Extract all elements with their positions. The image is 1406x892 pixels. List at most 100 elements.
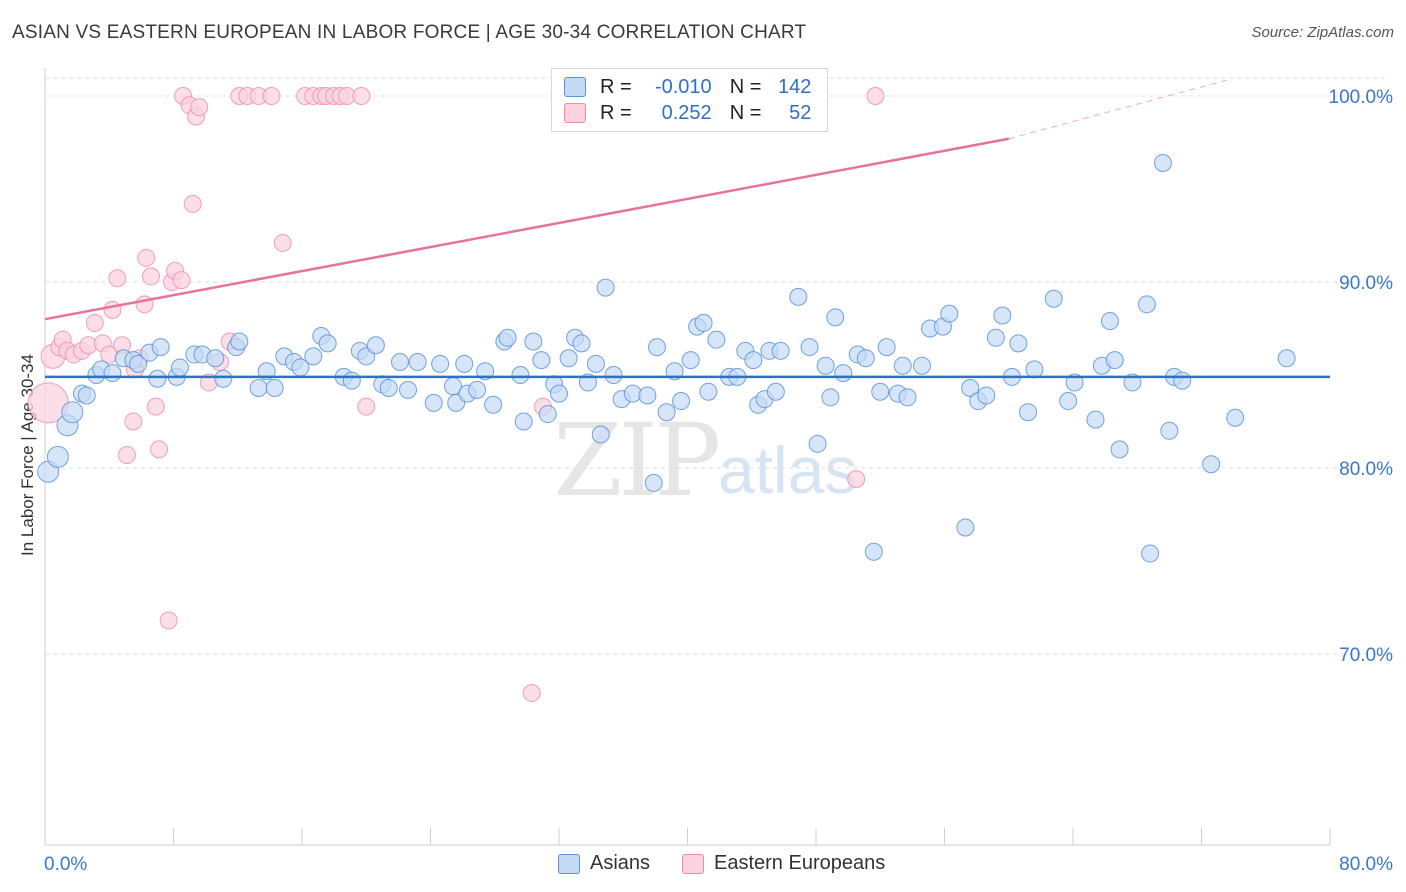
asian-point xyxy=(318,334,337,353)
asian-point xyxy=(484,395,503,414)
n-value: 52 xyxy=(789,101,812,124)
asian-point xyxy=(206,349,225,368)
asian-point xyxy=(578,373,597,392)
asian-point xyxy=(1100,312,1119,331)
asian-point xyxy=(1153,153,1172,172)
eastern-trend-line xyxy=(44,137,1009,321)
asian-point xyxy=(1044,289,1063,308)
asian-point xyxy=(61,401,84,424)
asian-point xyxy=(214,369,233,388)
legend-row-eastern-europeans: R = 0.252 N = 52 xyxy=(564,100,811,126)
eastern-european-point xyxy=(190,98,209,117)
asian-point xyxy=(826,308,845,327)
asian-point xyxy=(898,388,917,407)
asian-point xyxy=(1173,371,1192,390)
asian-point xyxy=(977,386,996,405)
asian-point xyxy=(647,338,666,357)
r-value: -0.010 xyxy=(654,75,712,98)
asian-point xyxy=(366,336,385,355)
x-tick-label-right: 80.0% xyxy=(1339,854,1393,875)
asian-point xyxy=(532,351,551,370)
correlation-legend: R = -0.010 N = 142 R = 0.252 N = 52 xyxy=(551,68,828,132)
eastern-europeans-swatch xyxy=(682,853,704,874)
source-credit[interactable]: Source: ZipAtlas.com xyxy=(1251,24,1394,41)
asian-point xyxy=(559,349,578,368)
asian-point xyxy=(129,354,148,373)
asian-point xyxy=(808,434,827,453)
tick-labels: 70.0% 80.0% 90.0% 100.0% 0.0% 80.0% xyxy=(44,87,1393,875)
asian-point xyxy=(1202,455,1221,474)
asian-point xyxy=(1141,544,1160,563)
asian-point xyxy=(342,371,361,390)
y-tick-label: 100.0% xyxy=(1329,87,1394,108)
y-tick-label: 90.0% xyxy=(1339,273,1393,294)
asian-point xyxy=(604,366,623,384)
asian-point xyxy=(638,386,657,405)
eastern-european-point xyxy=(85,313,104,332)
grid-lines xyxy=(45,77,1390,655)
asian-point xyxy=(151,338,170,357)
n-value: 142 xyxy=(778,75,812,98)
asian-point xyxy=(940,304,959,323)
asian-point xyxy=(800,338,819,357)
asians-swatch xyxy=(558,853,580,874)
watermark-atlas: atlas xyxy=(718,433,858,507)
asian-point xyxy=(476,362,495,381)
asian-point xyxy=(591,425,610,444)
asian-point xyxy=(1009,334,1028,353)
eastern-europeans-swatch xyxy=(564,103,586,123)
chart-title: ASIAN VS EASTERN EUROPEAN IN LABOR FORCE… xyxy=(12,22,807,43)
asian-point xyxy=(1086,410,1105,429)
eastern-european-point xyxy=(142,267,161,286)
asian-point xyxy=(596,278,615,297)
asian-point xyxy=(265,379,284,398)
asian-point xyxy=(524,332,543,351)
asian-point xyxy=(771,341,790,360)
eastern-european-point xyxy=(172,271,191,290)
y-tick-label: 80.0% xyxy=(1339,459,1393,480)
asian-point xyxy=(1277,349,1296,368)
r-label: R = xyxy=(600,101,632,124)
eastern-european-point xyxy=(273,233,292,252)
eastern-european-point xyxy=(352,87,371,105)
asian-point xyxy=(913,356,932,375)
asian-point xyxy=(257,362,276,381)
asian-point xyxy=(871,382,890,401)
eastern-european-point xyxy=(183,194,202,213)
asian-point xyxy=(1226,408,1245,427)
asian-point xyxy=(390,352,409,371)
asian-point xyxy=(665,362,684,381)
eastern-european-point xyxy=(117,445,136,464)
asian-point xyxy=(408,352,427,371)
eastern-european-point xyxy=(108,269,127,288)
asian-point xyxy=(399,380,418,399)
n-label: N = xyxy=(729,75,762,98)
asian-point xyxy=(511,366,530,384)
asian-point xyxy=(877,338,896,357)
asian-point xyxy=(424,393,443,412)
asian-point xyxy=(816,356,835,375)
eastern-european-point xyxy=(150,440,169,459)
asian-point xyxy=(893,356,912,375)
trend-lines xyxy=(44,78,1330,379)
asian-point xyxy=(644,473,663,492)
asian-point xyxy=(821,388,840,407)
asian-point xyxy=(1105,351,1124,370)
r-value: 0.252 xyxy=(661,101,712,124)
asian-point xyxy=(672,392,691,411)
asian-point xyxy=(379,379,398,398)
asian-point xyxy=(699,382,718,401)
legend-item-asians[interactable]: Asians xyxy=(558,852,650,875)
asian-point xyxy=(694,313,713,332)
legend-label: Asians xyxy=(590,852,651,874)
asian-point xyxy=(304,347,323,366)
asian-points xyxy=(37,153,1296,563)
eastern-european-point xyxy=(357,397,376,416)
asian-point xyxy=(864,542,883,561)
asian-point xyxy=(46,445,69,468)
asian-point xyxy=(249,379,268,398)
n-label: N = xyxy=(729,101,762,124)
y-tick-label: 70.0% xyxy=(1339,645,1393,666)
legend-item-eastern-europeans[interactable]: Eastern Europeans xyxy=(682,852,885,875)
